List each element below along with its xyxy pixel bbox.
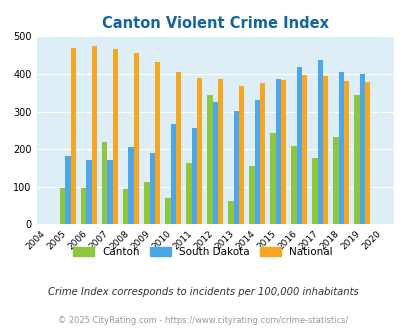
Bar [65,155,70,224]
Bar [165,198,170,224]
Bar [259,83,264,224]
Bar [291,146,296,224]
Bar [92,46,97,224]
Bar [102,142,107,224]
Bar [270,133,275,224]
Bar [133,53,139,224]
Bar [186,163,191,224]
Bar [123,189,128,224]
Legend: Canton, South Dakota, National: Canton, South Dakota, National [70,244,335,260]
Bar [301,75,306,224]
Bar [128,147,133,224]
Bar [311,158,317,224]
Bar [217,79,222,224]
Bar [238,86,243,224]
Bar [154,62,160,224]
Bar [196,78,202,224]
Bar [359,74,364,224]
Bar [207,95,212,224]
Bar [343,81,348,224]
Bar [233,111,238,224]
Bar [338,72,343,224]
Bar [254,100,259,224]
Bar [364,82,369,224]
Bar [296,67,301,224]
Bar [149,152,154,224]
Bar [191,128,196,224]
Title: Canton Violent Crime Index: Canton Violent Crime Index [101,16,328,31]
Bar [317,60,322,224]
Bar [60,188,65,224]
Bar [175,72,181,224]
Text: © 2025 CityRating.com - https://www.cityrating.com/crime-statistics/: © 2025 CityRating.com - https://www.city… [58,315,347,325]
Bar [107,160,113,224]
Bar [144,182,149,224]
Bar [86,160,92,224]
Bar [354,95,359,224]
Bar [228,201,233,224]
Bar [322,76,327,224]
Text: Crime Index corresponds to incidents per 100,000 inhabitants: Crime Index corresponds to incidents per… [47,287,358,297]
Bar [280,80,286,224]
Bar [170,123,175,224]
Bar [70,48,76,224]
Bar [113,49,118,224]
Bar [333,138,338,224]
Bar [212,102,217,224]
Bar [275,79,280,224]
Bar [249,166,254,224]
Bar [81,188,86,224]
